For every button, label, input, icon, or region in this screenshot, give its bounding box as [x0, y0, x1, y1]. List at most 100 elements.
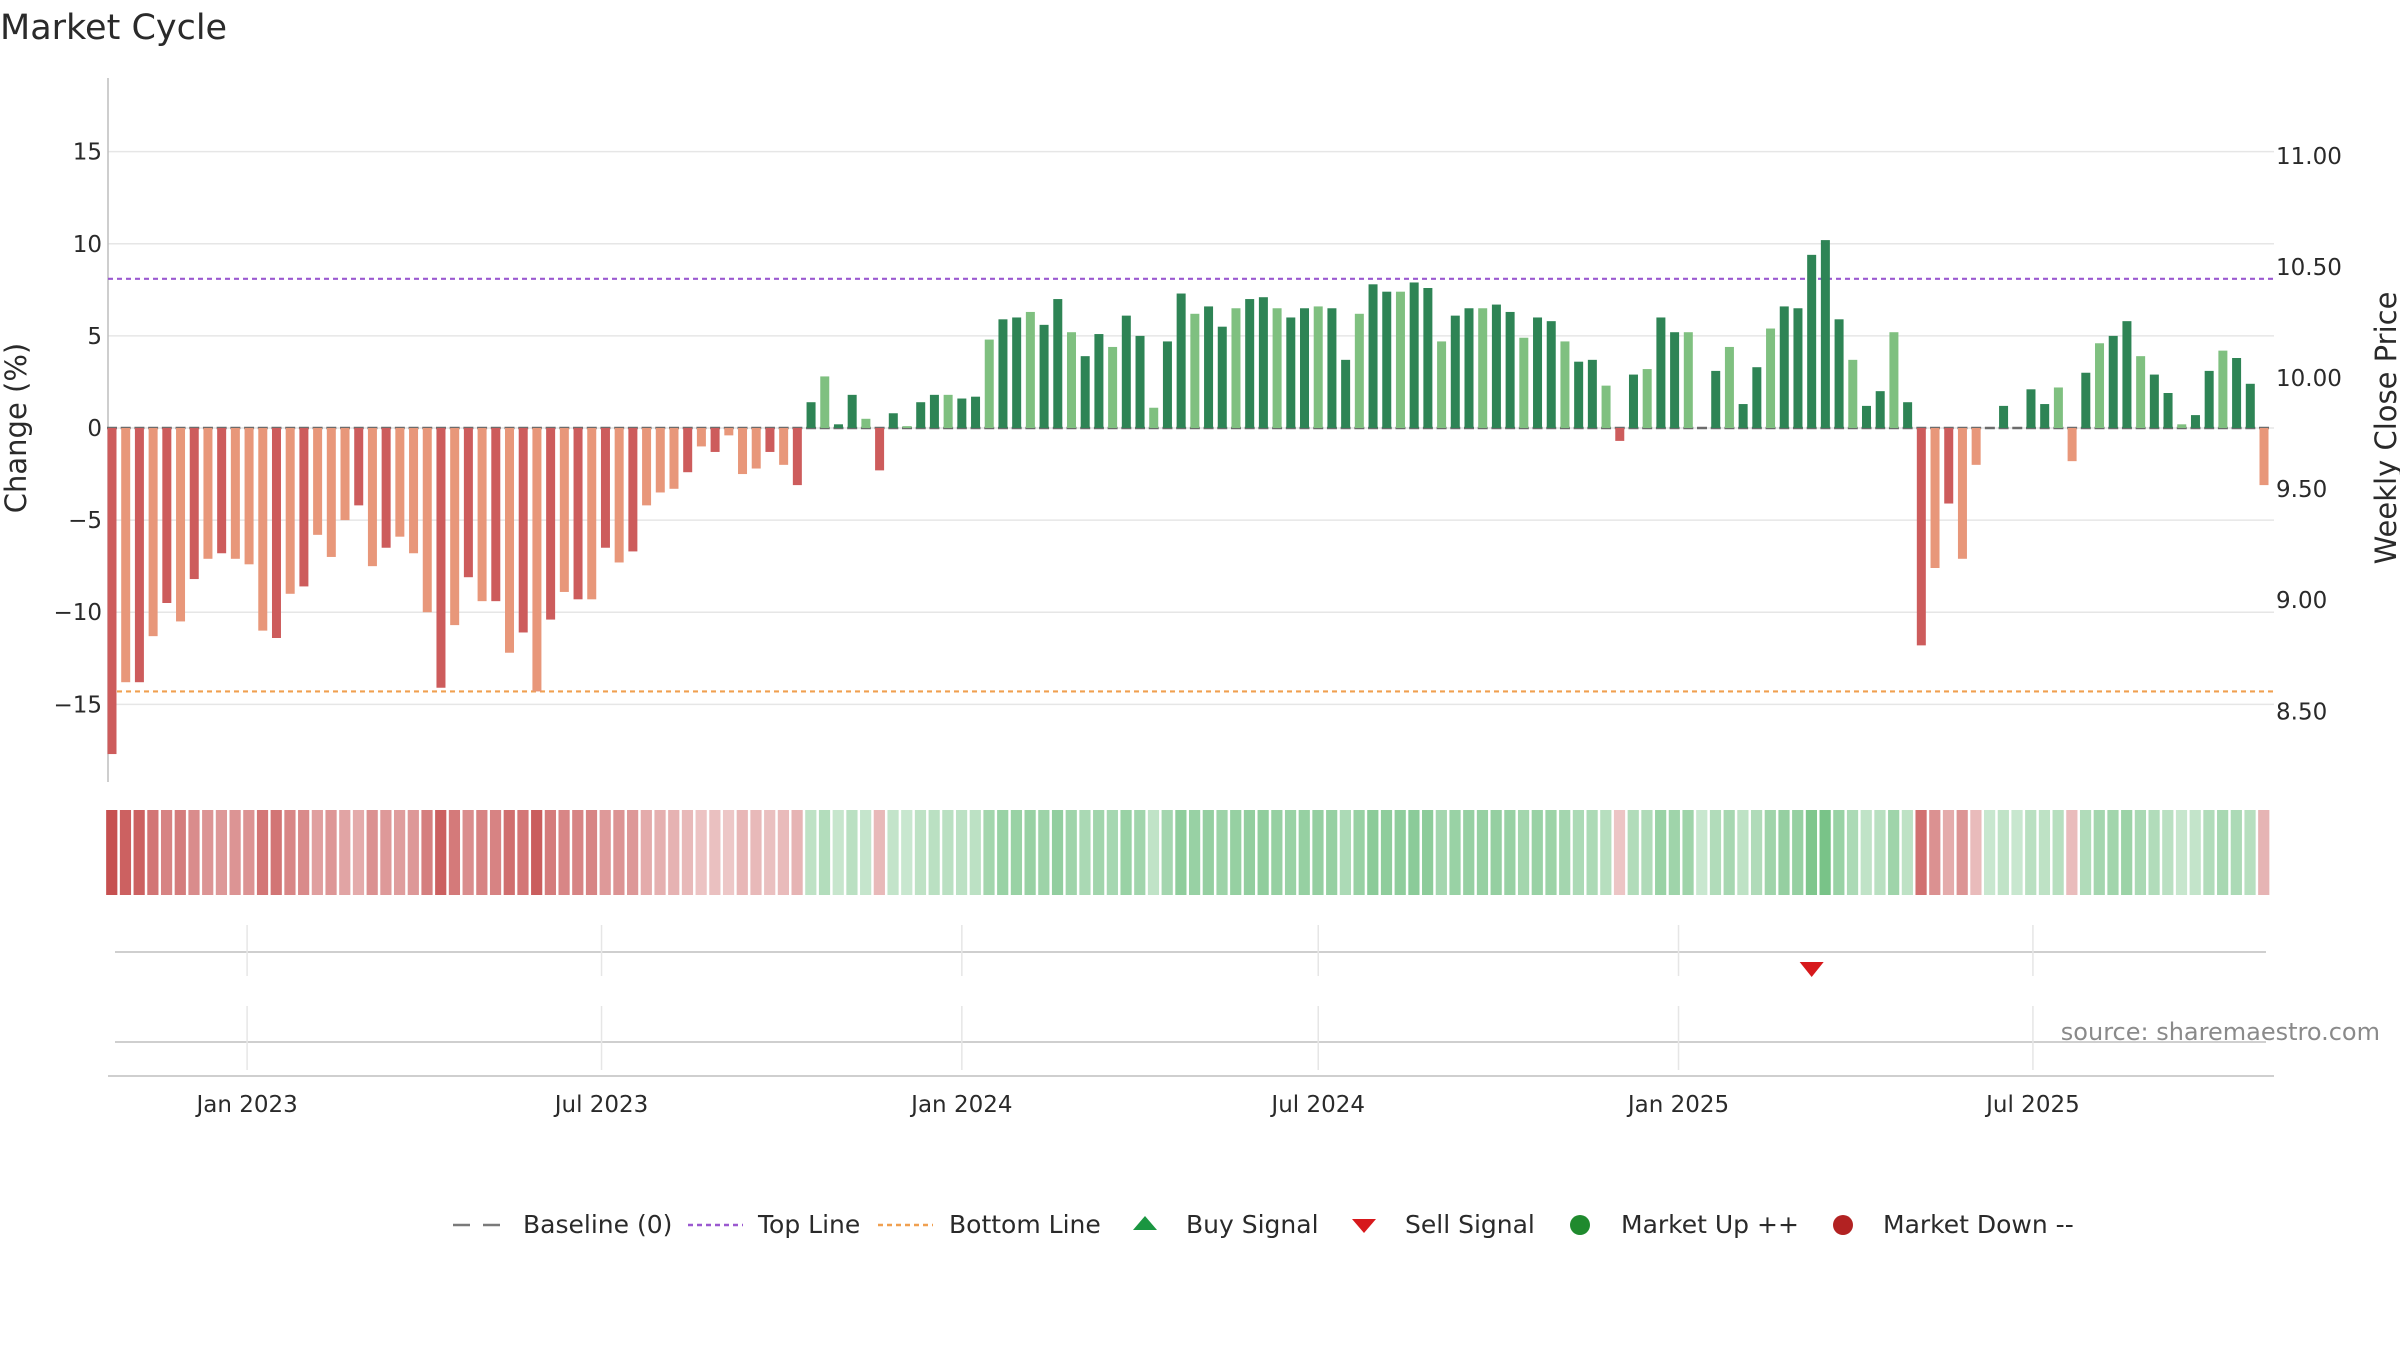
- legend-label: Baseline (0): [523, 1210, 672, 1239]
- bar: [1245, 299, 1255, 428]
- bar: [518, 428, 528, 633]
- heat-cell: [202, 810, 214, 895]
- heat-cell: [2134, 810, 2146, 895]
- bar: [2190, 415, 2200, 428]
- bar: [1258, 297, 1268, 428]
- heat-cell: [1627, 810, 1639, 895]
- bar: [1820, 240, 1830, 428]
- bar: [1176, 293, 1186, 428]
- bar: [998, 319, 1008, 428]
- heat-cell: [2079, 810, 2092, 895]
- heat-cell: [462, 810, 474, 895]
- heat-cell: [1449, 810, 1461, 895]
- bar: [1519, 337, 1529, 428]
- heat-cell: [1093, 810, 1105, 895]
- heat-cell: [1942, 810, 1955, 895]
- heat-cell: [818, 810, 831, 895]
- heat-cell: [1051, 810, 1064, 895]
- heat-cell: [215, 810, 228, 895]
- heat-cell: [298, 810, 310, 895]
- heat-cell: [1353, 810, 1365, 895]
- heat-cell: [1778, 810, 1790, 895]
- heat-cell: [380, 810, 392, 895]
- bar: [1409, 282, 1419, 428]
- heat-cell: [1175, 810, 1187, 895]
- bar: [916, 402, 926, 428]
- bar: [587, 428, 597, 600]
- source-label: source: sharemaestro.com: [2061, 1018, 2380, 1046]
- heat-cell: [435, 810, 447, 895]
- bar: [1546, 321, 1556, 428]
- y-axis-title: Change (%): [0, 343, 33, 513]
- y-tick-label: 0: [87, 416, 102, 442]
- bar: [1930, 428, 1940, 568]
- x-tick-label: Jul 2023: [553, 1092, 649, 1118]
- bar: [1916, 428, 1926, 646]
- bar: [1382, 291, 1392, 428]
- bar: [1066, 332, 1076, 428]
- bar: [1025, 311, 1035, 428]
- heat-cell: [1805, 810, 1818, 895]
- bar: [1231, 308, 1241, 428]
- heat-cell: [2203, 810, 2215, 895]
- bar: [1012, 317, 1022, 428]
- heat-cell: [791, 810, 803, 895]
- heat-cell: [2066, 810, 2078, 895]
- bar: [751, 428, 761, 469]
- heat-cell: [1326, 810, 1338, 895]
- heat-cell: [846, 810, 858, 895]
- bar: [176, 428, 186, 622]
- bar: [1217, 326, 1227, 428]
- legend-label: Bottom Line: [949, 1210, 1101, 1239]
- bar: [1628, 374, 1638, 428]
- bar: [532, 428, 542, 692]
- heat-cell: [393, 810, 406, 895]
- heat-cell: [2217, 810, 2229, 895]
- heat-cell: [174, 810, 186, 895]
- heat-cell: [1792, 810, 1804, 895]
- bar: [614, 428, 624, 563]
- bar: [2245, 383, 2255, 428]
- heat-cell: [325, 810, 337, 895]
- bar: [1807, 254, 1817, 428]
- heat-cell: [1888, 810, 1900, 895]
- bar: [1875, 391, 1885, 428]
- heat-cell: [352, 810, 365, 895]
- y2-tick-label: 10.50: [2276, 255, 2342, 281]
- y-tick-label: 5: [87, 324, 102, 350]
- heat-cell: [1408, 810, 1420, 895]
- heat-cell: [1504, 810, 1516, 895]
- heat-cell: [544, 810, 556, 895]
- bar: [1464, 308, 1474, 428]
- bar: [888, 413, 898, 428]
- heat-cell: [1010, 810, 1023, 895]
- bar: [1327, 308, 1337, 428]
- bar: [1505, 311, 1515, 428]
- heat-cell: [1901, 810, 1913, 895]
- heat-cell: [106, 810, 118, 895]
- legend-market-down-icon: [1833, 1215, 1853, 1235]
- heat-cell: [777, 810, 789, 895]
- heat-cell: [2052, 810, 2064, 895]
- bar: [2259, 428, 2269, 486]
- heat-cell: [1134, 810, 1146, 895]
- heat-cell: [955, 810, 968, 895]
- heat-cell: [2011, 810, 2023, 895]
- bar: [299, 428, 309, 587]
- bar: [1574, 361, 1584, 428]
- heat-cell: [256, 810, 269, 895]
- heat-cell: [1750, 810, 1763, 895]
- heat-cell: [2175, 810, 2188, 895]
- heat-cell: [489, 810, 502, 895]
- heat-cell: [1559, 810, 1571, 895]
- bar: [2122, 321, 2132, 428]
- bar: [738, 428, 748, 475]
- bar: [2040, 404, 2050, 428]
- heat-cell: [1380, 810, 1393, 895]
- heat-cell: [188, 810, 200, 895]
- heat-cell: [2121, 810, 2133, 895]
- bar: [1944, 428, 1954, 504]
- heat-cell: [1696, 810, 1708, 895]
- legend-market-up-icon: [1570, 1215, 1590, 1235]
- heat-cell: [119, 810, 132, 895]
